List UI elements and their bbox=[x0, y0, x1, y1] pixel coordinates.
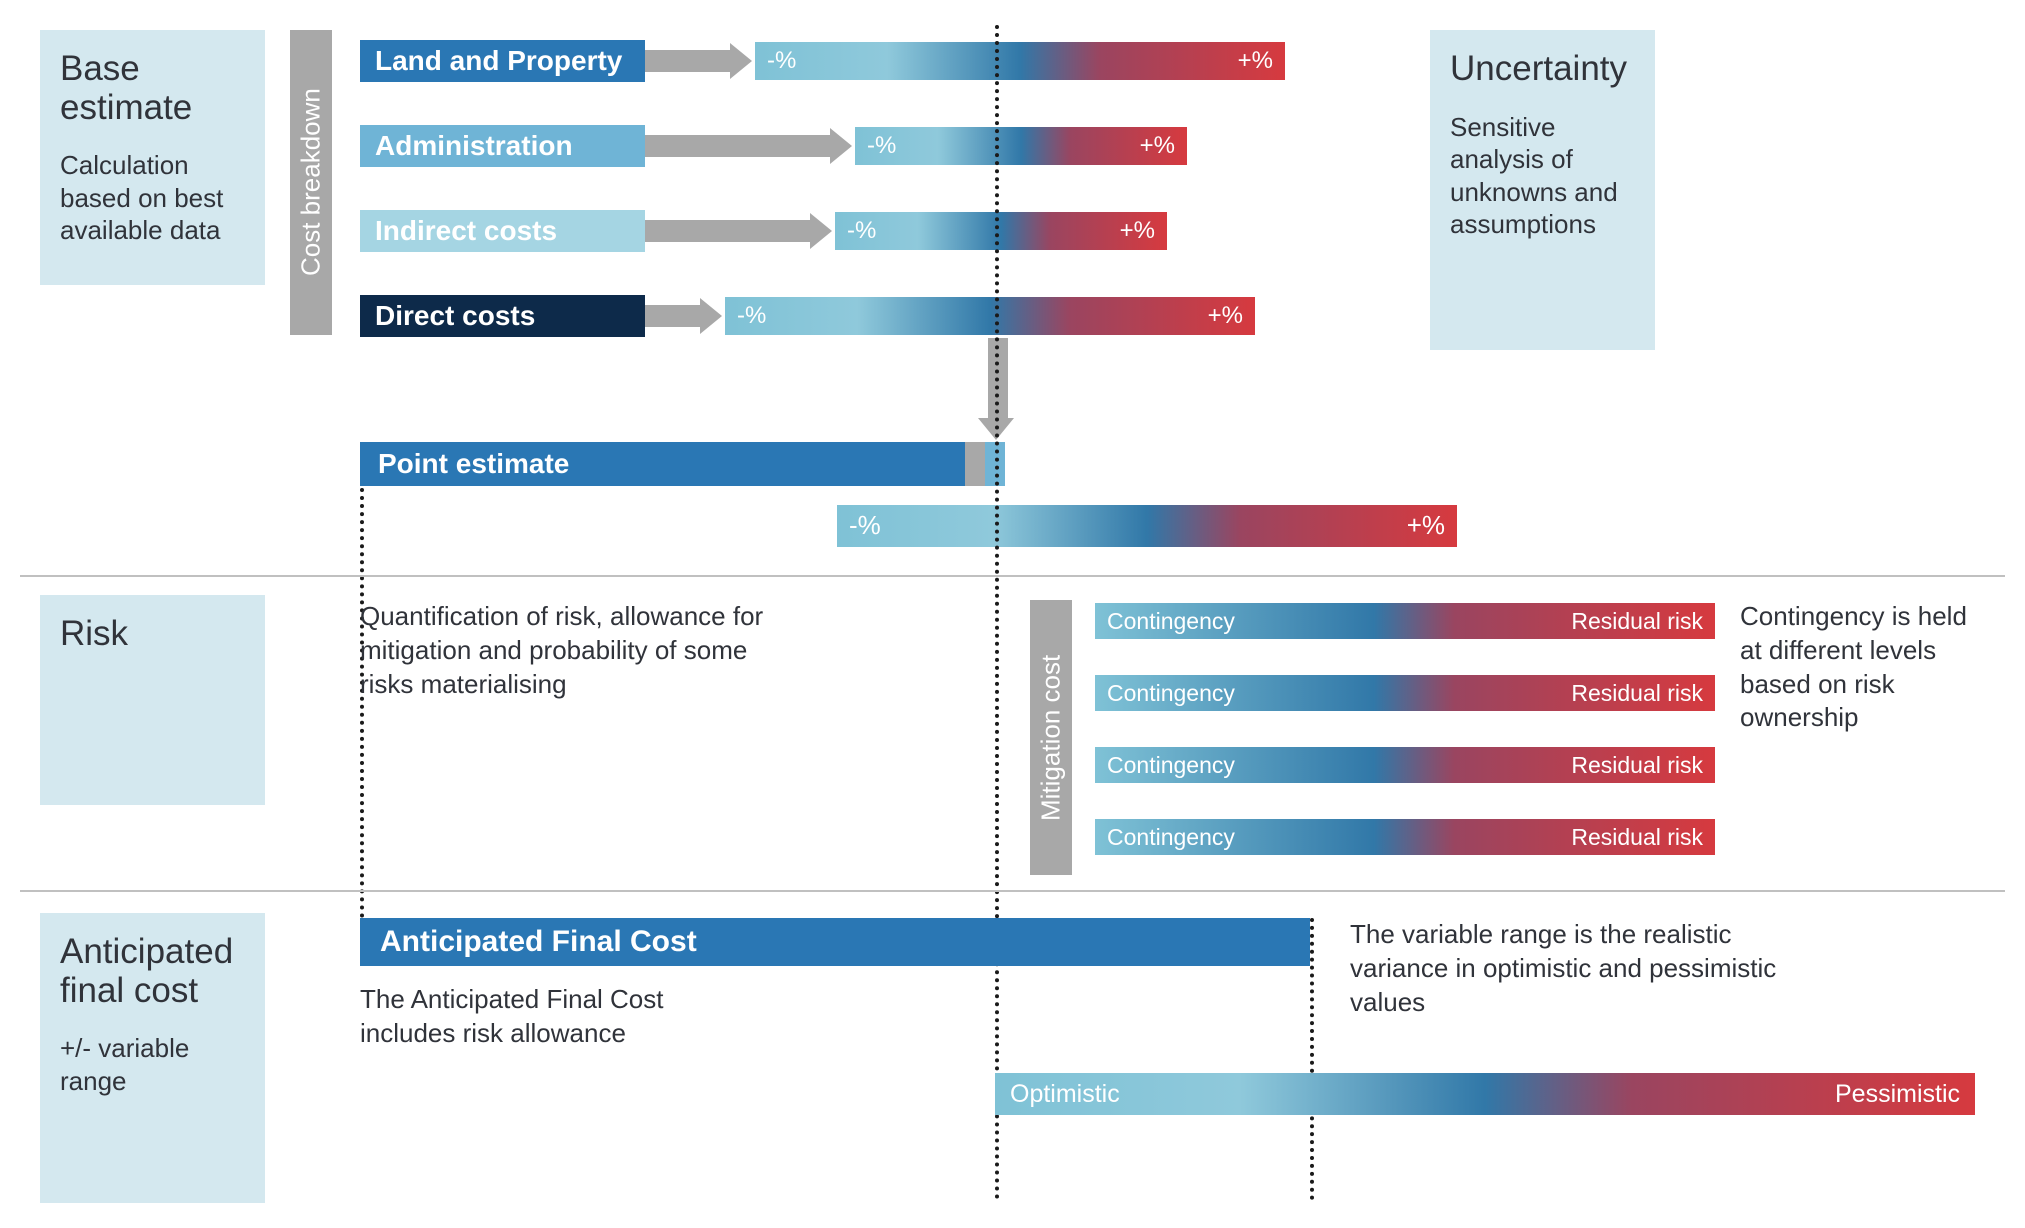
arrow-head-2 bbox=[810, 213, 832, 249]
hr-1 bbox=[20, 890, 2005, 892]
arrow-1 bbox=[645, 135, 830, 157]
uncert-bar-2: -% +% bbox=[835, 212, 1167, 250]
uncert-bar-0: -% +% bbox=[755, 42, 1285, 80]
dotted-1 bbox=[995, 25, 999, 1200]
risk-lbl-l: Contingency bbox=[1107, 608, 1235, 635]
dotted-2 bbox=[1310, 918, 1314, 1200]
optimistic-bar: Optimistic Pessimistic bbox=[995, 1073, 1975, 1115]
panel-risk: Risk bbox=[40, 595, 265, 805]
risk-lbl-r: Residual risk bbox=[1571, 680, 1703, 707]
risk-text: Quantification of risk, allowance for mi… bbox=[360, 600, 790, 701]
cost-item-1: Administration bbox=[360, 125, 645, 167]
risk-bar-2: Contingency Residual risk bbox=[1095, 747, 1715, 783]
arrow-0 bbox=[645, 50, 730, 72]
uncert-lbl-l: -% bbox=[737, 302, 766, 330]
uncert-bar-1: -% +% bbox=[855, 127, 1187, 165]
arrow-head-1 bbox=[830, 128, 852, 164]
risk-side: Contingency is held at different levels … bbox=[1740, 600, 1990, 735]
pe-uncert-bar: -% +% bbox=[837, 505, 1457, 547]
arrow-head-0 bbox=[730, 43, 752, 79]
panel-title: Risk bbox=[60, 615, 245, 654]
panel-title: Uncertainty bbox=[1450, 50, 1635, 89]
point-estimate-bar: Point estimate bbox=[360, 442, 965, 486]
risk-lbl-r: Residual risk bbox=[1571, 608, 1703, 635]
risk-lbl-l: Contingency bbox=[1107, 824, 1235, 851]
panel-uncertainty: Uncertainty Sensitive analysis of unknown… bbox=[1430, 30, 1655, 350]
arrow-2 bbox=[645, 220, 810, 242]
risk-bar-1: Contingency Residual risk bbox=[1095, 675, 1715, 711]
arrow-head-3 bbox=[700, 298, 722, 334]
risk-bar-0: Contingency Residual risk bbox=[1095, 603, 1715, 639]
risk-lbl-l: Contingency bbox=[1107, 752, 1235, 779]
afc-bar: Anticipated Final Cost bbox=[360, 918, 1310, 966]
uncert-lbl-l: -% bbox=[767, 47, 796, 75]
risk-bar-3: Contingency Residual risk bbox=[1095, 819, 1715, 855]
risk-lbl-r: Residual risk bbox=[1571, 824, 1703, 851]
opt-lbl-l: Optimistic bbox=[1010, 1080, 1120, 1109]
dotted-0 bbox=[360, 488, 364, 918]
panel-base: Baseestimate Calculation based on best av… bbox=[40, 30, 265, 285]
cost-item-3: Direct costs bbox=[360, 295, 645, 337]
cost-item-2: Indirect costs bbox=[360, 210, 645, 252]
uncert-lbl-r: +% bbox=[1140, 132, 1175, 160]
vlabel-mitigation: Mitigation cost bbox=[1030, 600, 1072, 875]
risk-lbl-l: Contingency bbox=[1107, 680, 1235, 707]
opt-lbl-r: Pessimistic bbox=[1835, 1080, 1960, 1109]
panel-title: Baseestimate bbox=[60, 50, 245, 127]
afc-sub: The Anticipated Final Cost includes risk… bbox=[360, 983, 760, 1051]
cost-item-0: Land and Property bbox=[360, 40, 645, 82]
afc-side: The variable range is the realistic vari… bbox=[1350, 918, 1810, 1019]
risk-lbl-r: Residual risk bbox=[1571, 752, 1703, 779]
uncert-lbl-r: +% bbox=[1120, 217, 1155, 245]
panel-afc: Anticipatedfinal cost +/- variable range bbox=[40, 913, 265, 1203]
pe-uncert-l: -% bbox=[849, 510, 881, 541]
pe-uncert-r: +% bbox=[1407, 510, 1445, 541]
uncert-lbl-l: -% bbox=[867, 132, 896, 160]
panel-title: Anticipatedfinal cost bbox=[60, 933, 245, 1010]
panel-sub: Calculation based on best available data bbox=[60, 149, 245, 247]
uncert-lbl-r: +% bbox=[1238, 47, 1273, 75]
uncert-lbl-r: +% bbox=[1208, 302, 1243, 330]
pe-cap bbox=[965, 442, 985, 486]
panel-sub: +/- variable range bbox=[60, 1032, 245, 1097]
uncert-bar-3: -% +% bbox=[725, 297, 1255, 335]
hr-0 bbox=[20, 575, 2005, 577]
uncert-lbl-l: -% bbox=[847, 217, 876, 245]
arrow-3 bbox=[645, 305, 700, 327]
panel-sub: Sensitive analysis of unknowns and assum… bbox=[1450, 111, 1635, 241]
vlabel-cost_breakdown: Cost breakdown bbox=[290, 30, 332, 335]
